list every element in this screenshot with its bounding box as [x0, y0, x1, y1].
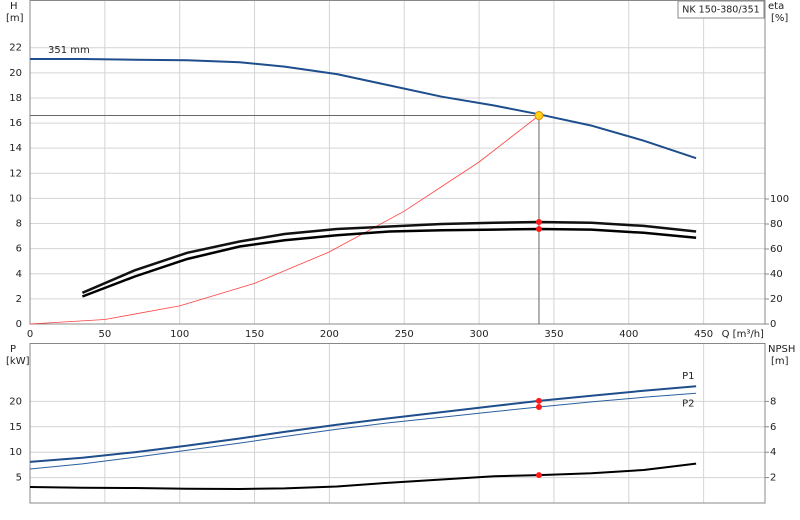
y2-tick-label: 2 — [770, 473, 776, 484]
curve — [81, 220, 697, 294]
x-tick-label: 0 — [27, 329, 33, 340]
x-tick-label: 100 — [170, 329, 189, 340]
y-tick-label: 15 — [9, 422, 22, 433]
y-tick-label: 4 — [16, 269, 22, 280]
curve — [29, 392, 697, 470]
y2-tick-label: 8 — [770, 396, 776, 407]
y-tick-label: 12 — [9, 168, 22, 179]
operating-marker — [535, 219, 542, 225]
y2-tick-label: 60 — [770, 244, 783, 255]
y-tick-label: 14 — [9, 143, 22, 154]
y-tick-label: 10 — [9, 447, 22, 458]
y2-axis-label: eta — [768, 1, 784, 12]
y-tick-label: 8 — [16, 219, 22, 230]
y-tick-label: 6 — [16, 244, 22, 255]
plot-frame — [29, 343, 766, 504]
y2-axis-label: NPSH — [768, 344, 795, 355]
x-tick-label: 450 — [694, 329, 713, 340]
curve — [30, 58, 697, 160]
y-tick-label: 10 — [9, 193, 22, 204]
operating-marker — [535, 397, 542, 404]
y-axis-label: H — [10, 1, 18, 12]
y2-axis-unit: [%] — [771, 13, 788, 24]
y2-tick-label: 40 — [770, 269, 783, 280]
curve-label: P1 — [682, 371, 694, 382]
operating-marker — [535, 404, 542, 410]
x-tick-label: 200 — [320, 329, 339, 340]
x-axis-label: Q [m³/h] — [722, 329, 764, 340]
y2-tick-label: 0 — [770, 319, 776, 330]
y-tick-label: 22 — [9, 43, 22, 54]
title-box — [677, 0, 765, 19]
x-tick-label: 50 — [98, 329, 111, 340]
x-tick-label: 300 — [470, 329, 489, 340]
curve — [29, 462, 697, 491]
y2-tick-label: 80 — [770, 219, 783, 230]
curve-label: 351 mm — [48, 45, 90, 56]
y-tick-label: 0 — [16, 319, 22, 330]
y-axis-unit: [m] — [6, 13, 24, 24]
y-axis-unit: [kW] — [6, 356, 30, 367]
y2-tick-label: 20 — [770, 294, 783, 305]
y2-tick-label: 100 — [770, 194, 789, 205]
y2-tick-label: 6 — [770, 422, 776, 433]
x-tick-label: 250 — [395, 329, 414, 340]
y-tick-label: 20 — [9, 396, 22, 407]
y-tick-label: 18 — [9, 93, 22, 104]
y-tick-label: 20 — [9, 68, 22, 79]
chart-title: NK 150-380/351 — [682, 5, 759, 16]
curve — [29, 115, 540, 325]
operating-marker — [535, 226, 542, 232]
x-tick-label: 150 — [245, 329, 264, 340]
y-tick-label: 2 — [16, 294, 22, 305]
duty-point — [534, 111, 544, 121]
x-tick-label: 400 — [619, 329, 638, 340]
curve-label: P2 — [682, 398, 694, 409]
y2-axis-unit: [m] — [771, 356, 789, 367]
y2-tick-label: 4 — [770, 447, 776, 458]
curve — [29, 385, 697, 463]
y-axis-label: P — [10, 344, 16, 355]
operating-marker — [535, 472, 542, 479]
x-tick-label: 350 — [544, 329, 563, 340]
y-tick-label: 16 — [9, 118, 22, 129]
y-tick-label: 5 — [16, 473, 22, 484]
plot-frame — [29, 0, 766, 325]
curve — [81, 227, 697, 298]
